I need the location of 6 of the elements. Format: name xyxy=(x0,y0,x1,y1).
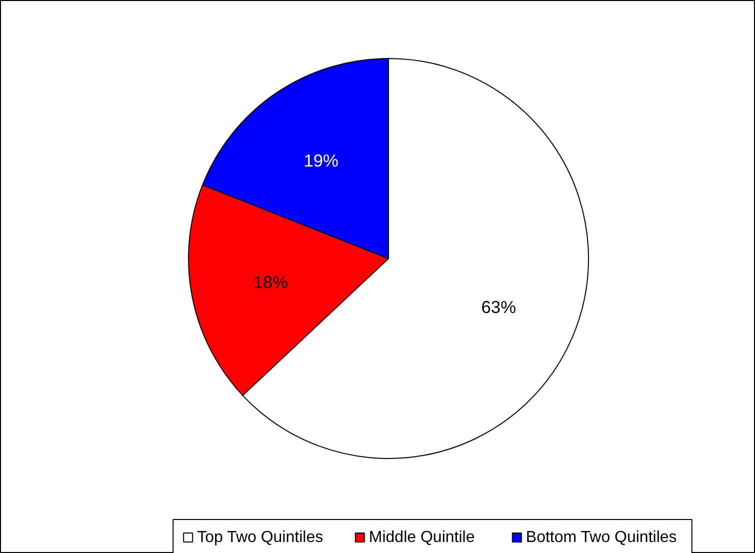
legend-label: Bottom Two Quintiles xyxy=(526,529,677,546)
data-label: 18% xyxy=(253,272,288,292)
data-label: 19% xyxy=(304,150,338,170)
legend-label: Top Two Quintiles xyxy=(197,529,324,546)
data-label: 63% xyxy=(481,297,516,318)
legend-label: Middle Quintile xyxy=(368,529,475,546)
